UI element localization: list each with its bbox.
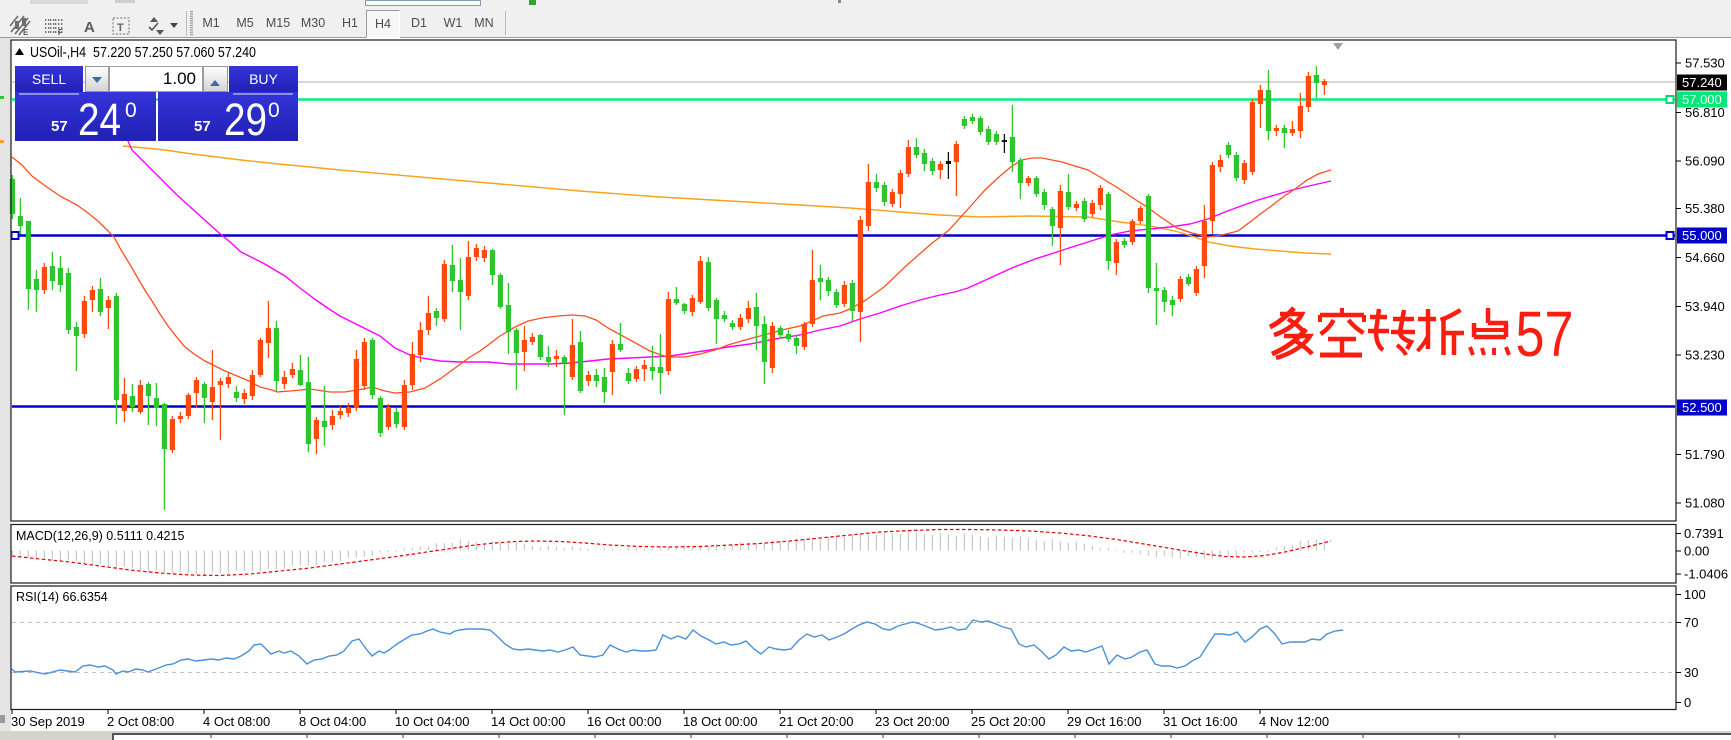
svg-text:10 Oct 04:00: 10 Oct 04:00 [395,714,469,729]
svg-text:51.790: 51.790 [1685,447,1725,462]
svg-text:2 Oct 08:00: 2 Oct 08:00 [107,714,174,729]
svg-text:8 Oct 04:00: 8 Oct 04:00 [299,714,366,729]
svg-text:51.080: 51.080 [1685,496,1725,511]
svg-text:21 Oct 20:00: 21 Oct 20:00 [779,714,853,729]
svg-text:0.00: 0.00 [1684,544,1709,559]
svg-text:56.090: 56.090 [1685,154,1725,169]
svg-text:0.7391: 0.7391 [1684,526,1724,541]
svg-text:55.000: 55.000 [1682,228,1722,243]
svg-text:57: 57 [1516,298,1574,370]
svg-text:57.240: 57.240 [1682,75,1722,90]
svg-text:4 Oct 08:00: 4 Oct 08:00 [203,714,270,729]
svg-text:70: 70 [1684,615,1698,630]
svg-text:31 Oct 16:00: 31 Oct 16:00 [1163,714,1237,729]
svg-text:29 Oct 16:00: 29 Oct 16:00 [1067,714,1141,729]
svg-text:0: 0 [1684,695,1691,710]
svg-text:23 Oct 20:00: 23 Oct 20:00 [875,714,949,729]
svg-text:52.500: 52.500 [1682,400,1722,415]
svg-text:16 Oct 00:00: 16 Oct 00:00 [587,714,661,729]
svg-text:A: A [84,19,95,36]
svg-text:53.230: 53.230 [1685,348,1725,363]
svg-text:56.810: 56.810 [1685,105,1725,120]
svg-text:-1.0406: -1.0406 [1684,567,1728,582]
svg-text:54.660: 54.660 [1685,250,1725,265]
svg-text:USOil-,H4 57.220 57.250 57.06: USOil-,H4 57.220 57.250 57.060 57.240 [30,45,256,61]
svg-text:4 Nov 12:00: 4 Nov 12:00 [1259,714,1329,729]
svg-text:30 Sep 2019: 30 Sep 2019 [11,714,85,729]
svg-text:MACD(12,26,9) 0.5111 0.4215: MACD(12,26,9) 0.5111 0.4215 [16,529,184,543]
svg-text:E: E [23,28,29,37]
svg-text:30: 30 [1684,665,1698,680]
svg-text:F: F [58,28,63,37]
svg-text:14 Oct 00:00: 14 Oct 00:00 [491,714,565,729]
svg-text:25 Oct 20:00: 25 Oct 20:00 [971,714,1045,729]
svg-text:T: T [117,22,124,34]
svg-text:55.380: 55.380 [1685,201,1725,216]
svg-text:57.530: 57.530 [1685,56,1725,71]
svg-text:RSI(14) 66.6354: RSI(14) 66.6354 [16,590,108,604]
svg-text:53.940: 53.940 [1685,299,1725,314]
svg-text:100: 100 [1684,587,1706,602]
svg-text:57.000: 57.000 [1682,92,1722,107]
svg-text:18 Oct 00:00: 18 Oct 00:00 [683,714,757,729]
